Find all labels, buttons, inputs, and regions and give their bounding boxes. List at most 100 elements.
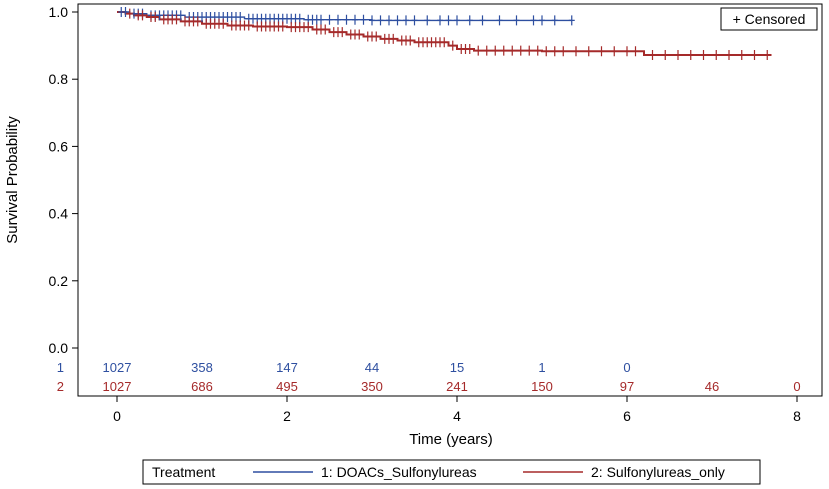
- censor-mark-series-1: [296, 13, 303, 24]
- censor-mark-series-2: [500, 45, 507, 56]
- at-risk-count-series-2: 350: [361, 379, 383, 394]
- censor-mark-series-1: [335, 14, 341, 25]
- y-axis-title: Survival Probability: [4, 116, 21, 244]
- censor-mark-series-2: [726, 50, 732, 61]
- censor-mark-series-2: [373, 31, 380, 42]
- at-risk-count-series-2: 1027: [103, 379, 132, 394]
- censor-mark-series-2: [526, 45, 533, 56]
- censor-mark-series-2: [475, 45, 482, 56]
- y-tick-label: 0.2: [49, 273, 69, 289]
- legend-label-series-1: 1: DOACs_Sulfonylureas: [321, 464, 477, 480]
- censor-mark-series-2: [390, 33, 397, 44]
- x-axis-title: Time (years): [409, 431, 493, 448]
- censor-mark-series-2: [751, 50, 758, 61]
- censor-mark-series-2: [551, 46, 558, 57]
- censor-mark-series-2: [624, 46, 630, 57]
- at-risk-table: 1 1027 358 147 44 15 1 0 2 1027 686 495 350 241 150 97 4…: [57, 360, 801, 394]
- censor-mark-series-2: [573, 46, 579, 57]
- legend-title: Treatment: [152, 464, 215, 480]
- at-risk-count-series-2: 495: [276, 379, 298, 394]
- x-tick-label: 0: [113, 408, 121, 424]
- censor-mark-series-1: [551, 15, 558, 26]
- at-risk-count-series-1: 0: [623, 360, 630, 375]
- at-risk-row-label-2: 2: [57, 379, 64, 394]
- censor-mark-series-1: [377, 15, 384, 26]
- censor-mark-series-1: [445, 15, 452, 26]
- censor-mark-series-1: [403, 15, 409, 26]
- x-tick-label: 6: [623, 408, 631, 424]
- censor-mark-series-2: [517, 45, 524, 56]
- at-risk-count-series-2: 97: [620, 379, 634, 394]
- censor-mark-series-2: [305, 22, 312, 33]
- censor-mark-series-2: [466, 43, 473, 54]
- x-axis: 0 2 4 6 8: [113, 396, 801, 424]
- censor-mark-series-2: [139, 10, 146, 21]
- censor-mark-series-2: [492, 45, 499, 56]
- censor-mark-series-2: [356, 29, 363, 40]
- censor-mark-series-1: [424, 15, 431, 26]
- treatment-legend: Treatment 1: DOACs_Sulfonylureas 2: Sulf…: [142, 459, 761, 485]
- censor-mark-series-2: [611, 46, 618, 57]
- censor-mark-series-1: [568, 15, 575, 26]
- censor-mark-series-1: [352, 14, 358, 25]
- censor-mark-series-1: [496, 15, 503, 26]
- y-tick-label: 0.8: [49, 71, 69, 87]
- censor-mark-series-1: [237, 12, 244, 23]
- censor-mark-series-2: [560, 46, 567, 57]
- censor-mark-series-2: [441, 37, 448, 48]
- censor-mark-series-2: [598, 46, 605, 57]
- censor-mark-series-1: [386, 15, 392, 26]
- censor-mark-series-2: [407, 35, 414, 46]
- censor-mark-series-2: [509, 45, 516, 56]
- at-risk-count-series-1: 44: [365, 360, 379, 375]
- censor-mark-series-2: [662, 50, 669, 61]
- y-tick-label: 0.4: [49, 206, 69, 222]
- at-risk-count-series-2: 150: [531, 379, 553, 394]
- censor-mark-series-1: [466, 15, 473, 26]
- censor-mark-series-2: [279, 21, 286, 32]
- censor-mark-series-1: [360, 14, 367, 25]
- at-risk-count-series-1: 147: [276, 360, 298, 375]
- censor-mark-series-2: [687, 50, 694, 61]
- censor-mark-series-2: [738, 50, 745, 61]
- censor-mark-series-2: [534, 45, 541, 56]
- censor-mark-series-2: [700, 50, 707, 61]
- plot-frame: [77, 3, 823, 397]
- censor-mark-series-2: [152, 12, 159, 23]
- at-risk-count-series-2: 46: [705, 379, 719, 394]
- censor-mark-series-2: [339, 27, 346, 38]
- at-risk-count-series-1: 1: [538, 360, 545, 375]
- censor-mark-series-1: [411, 15, 418, 26]
- censor-mark-series-2: [220, 18, 227, 29]
- x-tick-label: 4: [453, 408, 461, 424]
- censor-mark-series-2: [649, 50, 656, 61]
- at-risk-count-series-2: 241: [446, 379, 468, 394]
- censor-mark-series-1: [122, 7, 129, 17]
- at-risk-count-series-1: 15: [450, 360, 464, 375]
- censor-mark-series-2: [764, 50, 771, 61]
- censor-mark-series-2: [713, 50, 720, 61]
- censor-mark-series-1: [326, 14, 333, 25]
- censor-mark-series-2: [194, 16, 201, 27]
- y-tick-label: 1.0: [49, 4, 69, 20]
- censor-mark-series-1: [454, 15, 460, 26]
- censor-mark-series-1: [343, 14, 350, 25]
- censor-mark-series-2: [126, 8, 133, 19]
- censor-mark-series-1: [513, 15, 520, 26]
- x-tick-label: 2: [283, 408, 291, 424]
- censor-mark-series-1: [177, 10, 184, 21]
- at-risk-count-series-2: 686: [191, 379, 213, 394]
- censor-mark-series-1: [437, 15, 443, 26]
- y-tick-label: 0.0: [49, 340, 69, 356]
- y-tick-label: 0.6: [49, 138, 69, 154]
- censor-mark-series-2: [173, 14, 180, 25]
- censor-mark-series-2: [322, 24, 329, 35]
- censor-mark-series-1: [318, 14, 324, 25]
- censored-legend: + Censored: [720, 7, 818, 31]
- censor-mark-series-1: [539, 15, 545, 26]
- censor-mark-series-2: [245, 20, 252, 31]
- censor-mark-series-2: [543, 46, 550, 57]
- censor-mark-series-1: [479, 15, 486, 26]
- legend-label-series-2: 2: Sulfonylureas_only: [591, 464, 725, 480]
